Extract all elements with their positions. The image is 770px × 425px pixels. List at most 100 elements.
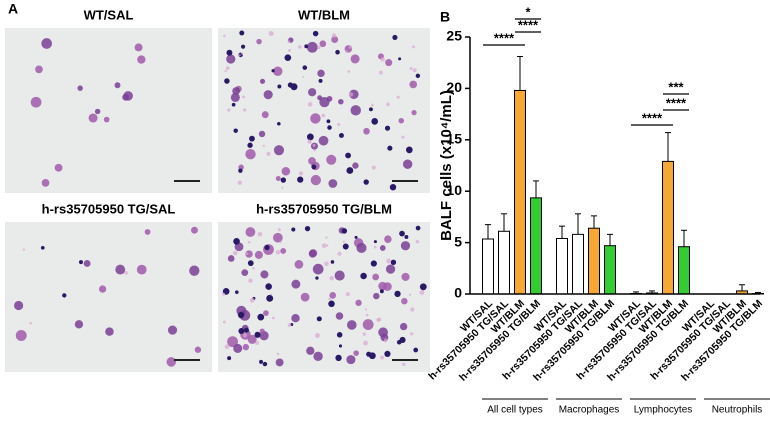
debris bbox=[348, 92, 354, 97]
cell bbox=[335, 312, 344, 320]
debris bbox=[232, 250, 238, 256]
cell bbox=[385, 59, 393, 67]
cell bbox=[360, 272, 367, 280]
bar bbox=[678, 246, 690, 295]
cell bbox=[415, 73, 421, 79]
cell bbox=[166, 357, 177, 367]
cell bbox=[387, 145, 393, 151]
cell bbox=[384, 125, 391, 131]
cell bbox=[302, 65, 308, 70]
cell bbox=[306, 133, 314, 141]
cell bbox=[346, 320, 357, 330]
debris bbox=[223, 320, 226, 324]
debris bbox=[223, 34, 226, 38]
cell bbox=[259, 78, 266, 84]
cell bbox=[281, 166, 291, 176]
cell bbox=[40, 245, 45, 250]
cell bbox=[266, 294, 274, 302]
cell bbox=[136, 264, 147, 275]
y-tick-label: 10 bbox=[446, 182, 462, 198]
cell bbox=[313, 351, 323, 362]
bar bbox=[530, 197, 542, 295]
cell bbox=[346, 355, 356, 365]
debris bbox=[321, 243, 327, 249]
cell bbox=[363, 179, 369, 185]
cell bbox=[114, 82, 121, 89]
cell bbox=[300, 292, 310, 302]
cell bbox=[35, 65, 43, 74]
debris bbox=[222, 292, 226, 296]
debris bbox=[224, 344, 230, 350]
cell bbox=[306, 346, 315, 355]
cell bbox=[362, 319, 374, 331]
cell bbox=[384, 235, 392, 243]
cell bbox=[394, 290, 401, 298]
cell bbox=[315, 276, 319, 280]
bar bbox=[482, 238, 494, 295]
debris bbox=[237, 180, 243, 185]
cell bbox=[338, 132, 344, 138]
debris bbox=[298, 171, 304, 176]
cell bbox=[312, 263, 324, 275]
image-title: h-rs35705950 TG/BLM bbox=[256, 201, 392, 216]
debris bbox=[371, 165, 376, 170]
cell bbox=[353, 350, 359, 356]
cell bbox=[363, 127, 370, 135]
cell bbox=[240, 44, 246, 49]
image-title: h-rs35705950 TG/SAL bbox=[42, 201, 176, 216]
cell bbox=[224, 78, 230, 84]
debris bbox=[408, 293, 412, 296]
debris bbox=[329, 276, 334, 281]
cell bbox=[390, 259, 397, 266]
cell bbox=[77, 85, 83, 91]
cell bbox=[312, 30, 319, 37]
cell bbox=[402, 159, 413, 169]
debris bbox=[401, 135, 405, 139]
group-label: Lymphocytes bbox=[634, 405, 693, 416]
cell bbox=[318, 135, 329, 146]
cell bbox=[227, 255, 235, 262]
debris bbox=[281, 186, 284, 189]
debris bbox=[386, 102, 390, 107]
cell bbox=[103, 116, 110, 123]
debris bbox=[275, 249, 281, 255]
debris bbox=[365, 313, 369, 317]
debris bbox=[225, 66, 230, 70]
cell bbox=[247, 334, 257, 344]
debris bbox=[124, 271, 128, 275]
cell bbox=[233, 343, 243, 353]
cell bbox=[338, 98, 344, 105]
cell bbox=[245, 227, 256, 237]
debris bbox=[252, 267, 255, 270]
bar bbox=[588, 227, 600, 295]
cell bbox=[249, 135, 255, 142]
cell bbox=[190, 226, 198, 234]
cell bbox=[356, 242, 367, 253]
debris bbox=[415, 239, 420, 244]
cell bbox=[311, 164, 317, 170]
cell bbox=[254, 331, 261, 338]
debris bbox=[380, 57, 385, 62]
cell bbox=[265, 283, 272, 290]
cell bbox=[373, 292, 380, 300]
cell bbox=[413, 347, 419, 353]
debris bbox=[410, 332, 414, 336]
group-label: Neutrophils bbox=[712, 405, 763, 416]
cell bbox=[342, 243, 349, 250]
cell bbox=[398, 57, 402, 61]
cell bbox=[318, 78, 323, 83]
debris bbox=[287, 40, 291, 44]
cell bbox=[370, 260, 377, 267]
debris bbox=[348, 45, 353, 49]
cell bbox=[326, 119, 331, 124]
cell bbox=[230, 92, 240, 102]
cell bbox=[306, 41, 318, 53]
cell bbox=[304, 225, 311, 232]
debris bbox=[345, 50, 348, 53]
cell bbox=[350, 54, 360, 64]
cell bbox=[273, 145, 285, 156]
cell bbox=[15, 330, 27, 341]
cell bbox=[98, 285, 107, 293]
cell bbox=[94, 108, 101, 115]
significance-label: *** bbox=[668, 79, 684, 94]
